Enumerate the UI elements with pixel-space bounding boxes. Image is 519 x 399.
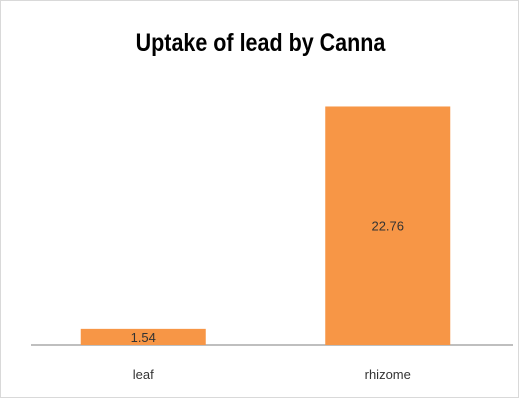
- chart-title: Uptake of lead by Canna: [135, 29, 386, 57]
- bar-leaf: [80, 328, 206, 345]
- category-label-rhizome: rhizome: [365, 367, 411, 382]
- bar-rhizome: [325, 106, 451, 346]
- data-label-leaf: 1.54: [131, 330, 156, 345]
- data-label-rhizome: 22.76: [371, 219, 404, 234]
- category-label-leaf: leaf: [133, 367, 154, 382]
